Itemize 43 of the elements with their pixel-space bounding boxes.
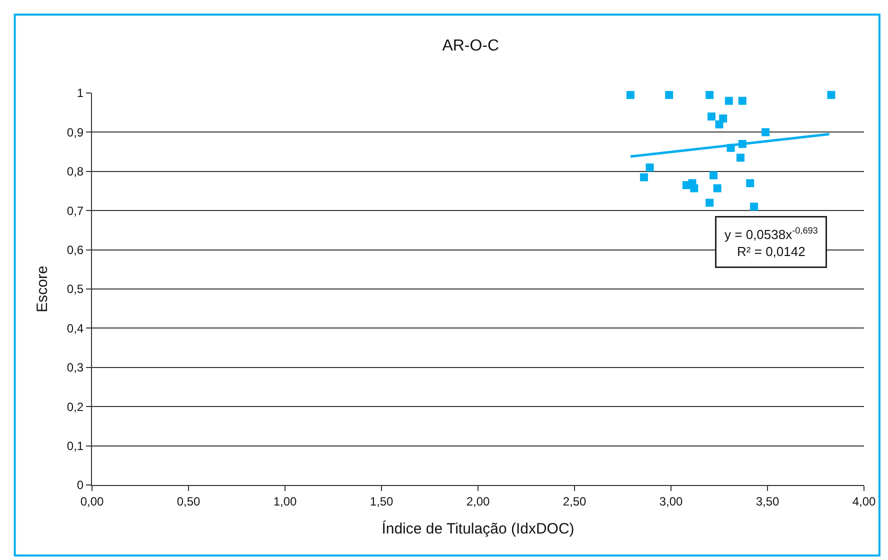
point bbox=[708, 112, 716, 121]
y-tick-label: 0,1 bbox=[66, 439, 84, 453]
y-tick-label: 0,2 bbox=[66, 400, 84, 414]
y-tick-label: 0,9 bbox=[66, 125, 84, 140]
y-axis-title: Escore bbox=[34, 266, 52, 312]
point bbox=[738, 96, 746, 105]
point bbox=[626, 90, 634, 99]
point bbox=[827, 90, 836, 99]
x-tick-label: 0,00 bbox=[80, 494, 104, 508]
point bbox=[665, 90, 674, 99]
point bbox=[709, 171, 718, 180]
point bbox=[706, 90, 714, 99]
x-tick-label: 3,00 bbox=[659, 494, 683, 508]
y-tick-label: 0,3 bbox=[66, 360, 84, 375]
point bbox=[706, 198, 714, 207]
x-tick-label: 4,00 bbox=[852, 494, 876, 508]
y-tick-label: 1 bbox=[76, 86, 84, 100]
x-tick-label: 1,00 bbox=[273, 494, 297, 508]
point bbox=[746, 179, 754, 188]
annotation: y = 0,0538x$^{-0,693}$ R² = 0,0142 bbox=[724, 226, 818, 259]
y-tick-label: 0 bbox=[76, 478, 84, 492]
point bbox=[690, 184, 698, 192]
point bbox=[750, 202, 758, 211]
chart-title: AR-O-C bbox=[442, 37, 500, 54]
x-tick-label: 0,50 bbox=[176, 494, 200, 508]
x-axis-title: Índice de Titulação (IdxDOC) bbox=[382, 519, 574, 538]
point bbox=[724, 96, 733, 105]
point bbox=[682, 181, 690, 190]
x-tick-label: 2,00 bbox=[466, 494, 490, 508]
y-tick-label: 0,6 bbox=[66, 243, 84, 257]
y-tick-label: 0,8 bbox=[66, 164, 84, 179]
point bbox=[715, 120, 724, 128]
point bbox=[736, 154, 744, 162]
x-tick-label: 1,50 bbox=[370, 494, 394, 508]
point bbox=[713, 184, 722, 192]
point bbox=[762, 128, 770, 136]
y-tick-label: 0,5 bbox=[66, 282, 84, 296]
y-tick-label: 0,7 bbox=[66, 204, 84, 218]
x-tick-label: 3,50 bbox=[756, 494, 780, 508]
x-tick-label: 2,50 bbox=[562, 494, 586, 508]
y-tick-label: 0,4 bbox=[66, 321, 84, 336]
point bbox=[646, 163, 654, 172]
point bbox=[640, 173, 648, 182]
